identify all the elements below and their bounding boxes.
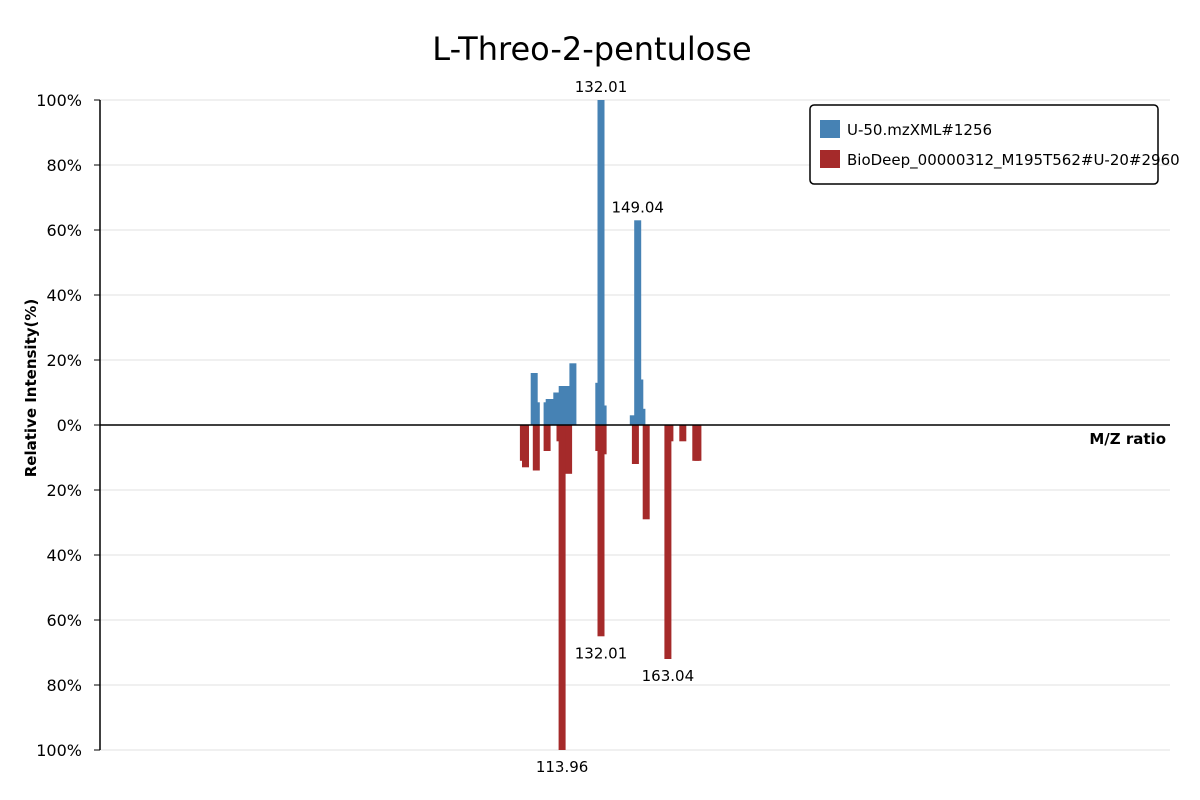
bar-top: [597, 100, 605, 425]
y-tick-label: 40%: [46, 546, 82, 565]
y-tick-label: 60%: [46, 611, 82, 630]
peak-labels: 132.01 149.04 113.96 132.01 163.04: [536, 78, 694, 776]
x-axis-label: M/Z ratio: [1089, 430, 1166, 448]
bar-top: [569, 363, 577, 426]
y-tick-label: 80%: [46, 676, 82, 695]
y-tick-label: 40%: [46, 286, 82, 305]
bar-bottom: [558, 425, 566, 750]
peak-label-bottom: 132.01: [575, 644, 628, 662]
y-axis-label: Relative Intensity(%): [22, 299, 40, 478]
bar-top: [634, 220, 642, 426]
y-tick-label: 20%: [46, 481, 82, 500]
legend-box: [809, 104, 1159, 185]
legend-swatch-bottom: [820, 150, 840, 168]
bar-top: [565, 408, 573, 426]
peak-label-top: 149.04: [611, 198, 664, 216]
bar-bottom: [543, 425, 551, 451]
bar-top: [545, 399, 553, 425]
legend-entry-top: U-50.mzXML#1256: [847, 121, 992, 139]
bar-bottom: [664, 425, 672, 659]
chart-title: L-Threo-2-pentulose: [432, 30, 751, 68]
top-series-bars: [530, 100, 646, 426]
bar-top: [636, 379, 644, 425]
peak-label-top: 132.01: [575, 78, 628, 96]
bar-bottom: [532, 425, 540, 471]
bar-top: [530, 373, 538, 425]
bar-top: [554, 395, 562, 426]
bar-top: [558, 386, 566, 425]
bar-bottom: [631, 425, 639, 464]
bar-bottom: [679, 425, 687, 442]
legend-entry-bottom: BioDeep_00000312_M195T562#U-20#2960: [847, 151, 1180, 170]
bar-top: [532, 402, 540, 426]
bar-top: [638, 408, 646, 426]
y-tick-label: 20%: [46, 351, 82, 370]
bar-top: [629, 415, 637, 426]
y-tick-label: 60%: [46, 221, 82, 240]
y-tick-label: 0%: [57, 416, 82, 435]
bar-top: [599, 405, 607, 425]
legend-swatch-top: [820, 120, 840, 138]
bar-bottom: [565, 425, 573, 474]
y-tick-label: 100%: [36, 91, 82, 110]
bar-bottom: [599, 425, 607, 455]
peak-label-bottom: 163.04: [642, 667, 695, 685]
y-tick-label: 80%: [46, 156, 82, 175]
peak-label-bottom: 113.96: [536, 758, 589, 776]
legend: U-50.mzXML#1256 BioDeep_00000312_M195T56…: [809, 104, 1180, 185]
bar-top: [563, 386, 570, 425]
bottom-series-bars: [519, 425, 702, 750]
bar-bottom: [694, 425, 702, 461]
bar-bottom: [597, 425, 605, 637]
bar-bottom: [666, 425, 674, 442]
bar-bottom: [642, 425, 650, 520]
y-axis-ticks: 100% 80% 60% 40% 20% 0% 20% 40% 60% 80% 100%: [36, 91, 100, 760]
bar-bottom: [522, 425, 529, 468]
y-tick-label: 100%: [36, 741, 82, 760]
